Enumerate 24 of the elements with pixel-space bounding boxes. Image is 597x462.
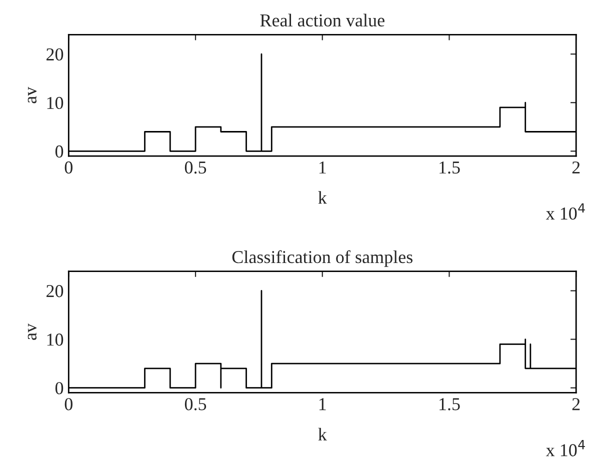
y-tick-label: 10	[47, 334, 64, 346]
x-tick-label: 2	[572, 398, 580, 410]
y-tick-label: 0	[55, 382, 64, 394]
text: x 10$^{4}$	[546, 440, 585, 456]
chart-title: Classification of samples	[232, 250, 412, 267]
y-tick-label: 20	[46, 48, 64, 61]
y-axis-title: av	[28, 86, 37, 104]
x-tick-label: 1	[319, 398, 326, 410]
x-tick-label: 2	[572, 161, 580, 174]
x-tick-label: 1.5	[440, 161, 460, 174]
y-tick-label: 10	[47, 96, 64, 110]
y-axis-title: av	[28, 323, 37, 340]
text: x 10$^{4}$	[546, 203, 585, 220]
x-tick-label: 1.5	[440, 398, 460, 410]
x-axis-title: k	[318, 428, 327, 440]
x-tick-label: 0	[64, 398, 72, 410]
chart-title: Real action value	[260, 14, 384, 26]
y-tick-label: 0	[55, 145, 64, 158]
x-tick-label: 1	[319, 161, 326, 174]
x-tick-label: 0.5	[184, 398, 206, 410]
x-tick-label: 0.5	[184, 161, 206, 174]
x-tick-label: 0	[64, 161, 72, 174]
x-axis-title: k	[318, 191, 327, 204]
y-tick-label: 20	[46, 285, 64, 298]
